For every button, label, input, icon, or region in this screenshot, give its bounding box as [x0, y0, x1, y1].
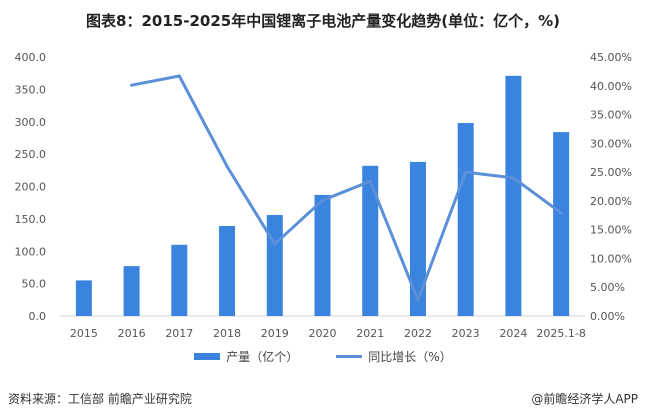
- x-tick-label: 2016: [118, 327, 146, 340]
- left-tick-label: 250.0: [15, 148, 47, 161]
- right-tick-label: 0.00%: [590, 310, 625, 323]
- x-tick-label: 2020: [309, 327, 337, 340]
- legend-item-bar: 产量（亿个）: [194, 348, 298, 365]
- line-point: [511, 176, 515, 180]
- x-tick-label: 2015: [70, 327, 98, 340]
- right-tick-label: 45.00%: [590, 51, 632, 64]
- line-point: [464, 170, 468, 174]
- right-tick-label: 30.00%: [590, 137, 632, 150]
- right-tick-label: 40.00%: [590, 80, 632, 93]
- left-tick-label: 350.0: [15, 83, 47, 96]
- bar: [123, 266, 140, 316]
- x-tick-label: 2025.1-8: [536, 327, 585, 340]
- bar: [505, 75, 522, 316]
- bar: [219, 225, 236, 316]
- left-tick-label: 50.0: [22, 278, 47, 291]
- brand-note: @前瞻经济学人APP: [531, 392, 638, 406]
- line-point: [559, 211, 563, 215]
- source-note: 资料来源：工信部 前瞻产业研究院: [8, 392, 192, 406]
- left-tick-label: 0.0: [29, 310, 47, 323]
- x-tick-label: 2021: [356, 327, 384, 340]
- legend-swatch-bar: [194, 353, 221, 360]
- x-tick-label: 2023: [452, 327, 480, 340]
- line-point: [273, 242, 277, 246]
- left-tick-label: 150.0: [15, 213, 47, 226]
- bar: [314, 194, 331, 316]
- x-tick-label: 2017: [165, 327, 193, 340]
- legend-swatch-line: [336, 355, 363, 358]
- legend: 产量（亿个） 同比增长（%）: [0, 348, 646, 365]
- line-point: [321, 198, 324, 202]
- left-tick-label: 300.0: [15, 116, 47, 129]
- x-tick-label: 2019: [261, 327, 289, 340]
- right-tick-label: 35.00%: [590, 109, 632, 122]
- bar: [409, 161, 426, 316]
- left-tick-label: 100.0: [15, 245, 47, 258]
- left-tick-label: 200.0: [15, 181, 47, 194]
- right-tick-label: 15.00%: [590, 224, 632, 237]
- bar: [171, 244, 188, 316]
- chart-title: 图表8：2015-2025年中国锂离子电池产量变化趋势(单位：亿个，%): [86, 12, 560, 30]
- line-point: [130, 83, 134, 87]
- legend-label-bar: 产量（亿个）: [226, 350, 299, 364]
- right-tick-label: 25.00%: [590, 166, 632, 179]
- bar: [553, 132, 570, 316]
- growth-line: [131, 74, 563, 302]
- bar: [362, 165, 379, 316]
- left-tick-label: 400.0: [15, 51, 47, 64]
- line-point: [368, 179, 372, 183]
- right-tick-label: 5.00%: [590, 281, 625, 294]
- legend-label-line: 同比增长（%）: [368, 350, 452, 364]
- line-point: [225, 164, 229, 168]
- x-tick-label: 2022: [404, 327, 432, 340]
- line-point: [416, 298, 420, 302]
- bar: [75, 280, 92, 316]
- right-tick-label: 10.00%: [590, 252, 632, 265]
- x-tick-label: 2024: [499, 327, 527, 340]
- x-tick-label: 2018: [213, 327, 241, 340]
- right-tick-label: 20.00%: [590, 195, 632, 208]
- bar: [457, 123, 474, 316]
- line-point: [177, 74, 181, 78]
- bar: [266, 214, 283, 316]
- legend-item-line: 同比增长（%）: [336, 348, 452, 365]
